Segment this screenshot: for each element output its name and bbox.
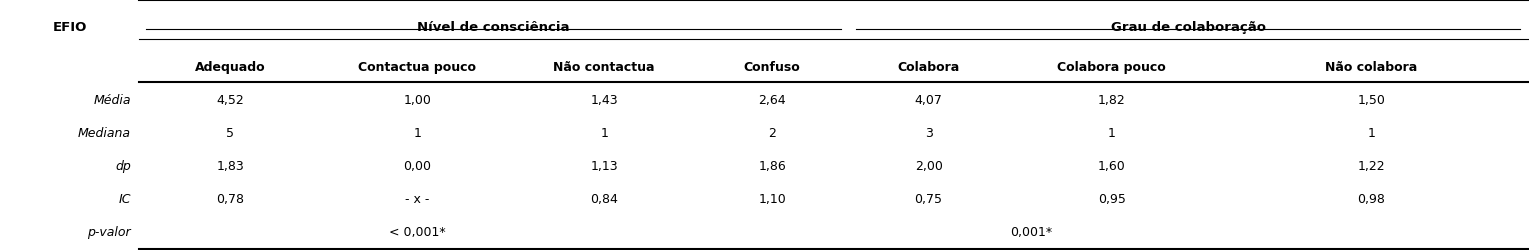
Text: Confuso: Confuso xyxy=(743,60,801,73)
Text: Adequado: Adequado xyxy=(196,60,266,73)
Text: dp: dp xyxy=(115,159,131,172)
Text: Colabora pouco: Colabora pouco xyxy=(1058,60,1167,73)
Text: Não contactua: Não contactua xyxy=(553,60,654,73)
Text: 4,52: 4,52 xyxy=(217,94,245,107)
Text: 0,95: 0,95 xyxy=(1098,193,1125,206)
Text: 1,00: 1,00 xyxy=(404,94,431,107)
Text: 0,84: 0,84 xyxy=(590,193,618,206)
Text: 0,001*: 0,001* xyxy=(1011,225,1052,238)
Text: Contactua pouco: Contactua pouco xyxy=(358,60,477,73)
Text: Nível de consciência: Nível de consciência xyxy=(417,21,570,34)
Text: 1,82: 1,82 xyxy=(1098,94,1125,107)
Text: 1: 1 xyxy=(601,126,609,140)
Text: 0,00: 0,00 xyxy=(404,159,431,172)
Text: 2,64: 2,64 xyxy=(758,94,786,107)
Text: 5: 5 xyxy=(226,126,234,140)
Text: Média: Média xyxy=(93,94,131,107)
Text: 1: 1 xyxy=(413,126,420,140)
Text: IC: IC xyxy=(119,193,131,206)
Text: Não colabora: Não colabora xyxy=(1326,60,1417,73)
Text: 1,50: 1,50 xyxy=(1358,94,1385,107)
Text: - x -: - x - xyxy=(405,193,430,206)
Text: 2,00: 2,00 xyxy=(914,159,942,172)
Text: EFIO: EFIO xyxy=(54,21,87,34)
Text: 1,83: 1,83 xyxy=(217,159,245,172)
Text: 1: 1 xyxy=(1367,126,1375,140)
Text: 0,75: 0,75 xyxy=(914,193,942,206)
Text: Mediana: Mediana xyxy=(78,126,131,140)
Text: 1: 1 xyxy=(1109,126,1116,140)
Text: Colabora: Colabora xyxy=(898,60,960,73)
Text: 2: 2 xyxy=(768,126,777,140)
Text: p-valor: p-valor xyxy=(87,225,131,238)
Text: 0,98: 0,98 xyxy=(1358,193,1385,206)
Text: 1,43: 1,43 xyxy=(590,94,618,107)
Text: 1,22: 1,22 xyxy=(1358,159,1385,172)
Text: < 0,001*: < 0,001* xyxy=(388,225,445,238)
Text: 1,10: 1,10 xyxy=(758,193,786,206)
Text: 3: 3 xyxy=(925,126,933,140)
Text: 0,78: 0,78 xyxy=(216,193,245,206)
Text: 1,60: 1,60 xyxy=(1098,159,1125,172)
Text: 1,13: 1,13 xyxy=(590,159,618,172)
Text: Grau de colaboração: Grau de colaboração xyxy=(1110,21,1266,34)
Text: 4,07: 4,07 xyxy=(914,94,942,107)
Text: 1,86: 1,86 xyxy=(758,159,786,172)
